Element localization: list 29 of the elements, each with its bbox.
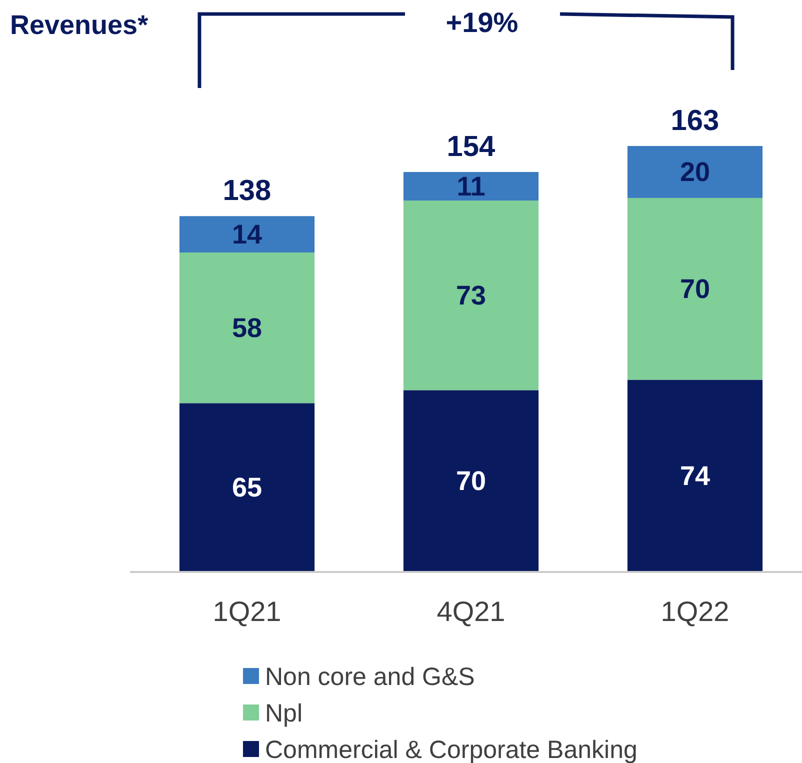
data-label: 73 <box>456 280 486 310</box>
data-label: 14 <box>232 219 262 250</box>
data-label: 74 <box>680 460 710 491</box>
bar <box>403 172 539 201</box>
bar <box>627 146 763 198</box>
bar <box>179 252 315 404</box>
bar <box>179 403 315 572</box>
data-label: 20 <box>680 156 710 187</box>
data-label: 70 <box>456 466 486 496</box>
total-label: 138 <box>222 175 272 208</box>
chart-title: Revenues* <box>10 10 149 40</box>
bar <box>179 216 315 252</box>
x-tick-label: 1Q22 <box>660 596 730 627</box>
legend-label: Commercial & Corporate Banking <box>265 736 638 763</box>
data-label: 65 <box>232 472 262 503</box>
x-tick-label: 1Q21 <box>212 596 282 627</box>
bar <box>627 198 763 380</box>
legend-label: Npl <box>265 700 303 728</box>
data-label: 70 <box>680 274 710 304</box>
data-label: 11 <box>456 171 486 202</box>
total-label: 163 <box>670 105 720 137</box>
data-label: 58 <box>232 312 262 343</box>
bar <box>403 200 539 390</box>
text: +19% <box>446 7 518 38</box>
x-tick-label: 4Q21 <box>436 596 506 627</box>
total-label: 154 <box>446 130 496 163</box>
bar <box>403 390 539 572</box>
legend-label: Non core and G&S <box>265 663 475 691</box>
bar <box>627 380 763 572</box>
